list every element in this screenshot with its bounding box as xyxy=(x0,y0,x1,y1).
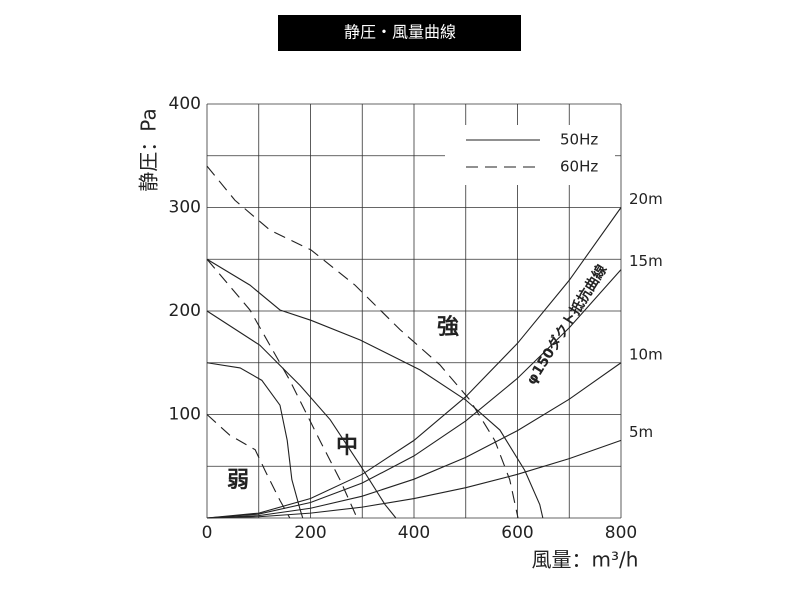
resistance-line xyxy=(206,269,622,519)
x-tick-label: 800 xyxy=(605,523,637,543)
y-tick-label: 400 xyxy=(169,94,201,114)
resistance-label: 15m xyxy=(629,252,663,270)
annotation: 強 xyxy=(437,314,459,340)
y-tick-label: 100 xyxy=(169,405,201,425)
legend-box xyxy=(445,125,615,185)
resistance-label: 5m xyxy=(629,423,653,441)
resistance-line xyxy=(206,362,622,519)
y-tick-label: 200 xyxy=(169,301,201,321)
x-tick-label: 0 xyxy=(202,523,213,543)
y-tick-label: 300 xyxy=(169,198,201,218)
x-tick-label: 200 xyxy=(294,523,326,543)
resistance-line xyxy=(206,207,622,519)
legend-label: 50Hz xyxy=(560,131,598,149)
chart-title: 静圧・風量曲線 xyxy=(344,23,456,42)
annotation: 中 xyxy=(336,434,358,459)
x-tick-label: 400 xyxy=(398,523,430,543)
legend-label: 60Hz xyxy=(560,158,598,176)
resistance-label: 10m xyxy=(629,345,663,363)
x-axis-label: 風量：m³/h xyxy=(532,548,639,572)
title-box xyxy=(278,15,521,51)
x-tick-label: 600 xyxy=(501,523,533,543)
line xyxy=(206,414,291,519)
annotation: 弱 xyxy=(227,468,249,493)
line xyxy=(206,258,358,519)
line xyxy=(206,258,544,519)
y-axis-label: 静圧：Pa xyxy=(137,108,161,191)
line xyxy=(206,310,397,519)
line xyxy=(206,165,519,519)
resistance-line xyxy=(206,439,622,519)
resistance-label: 20m xyxy=(629,190,663,208)
